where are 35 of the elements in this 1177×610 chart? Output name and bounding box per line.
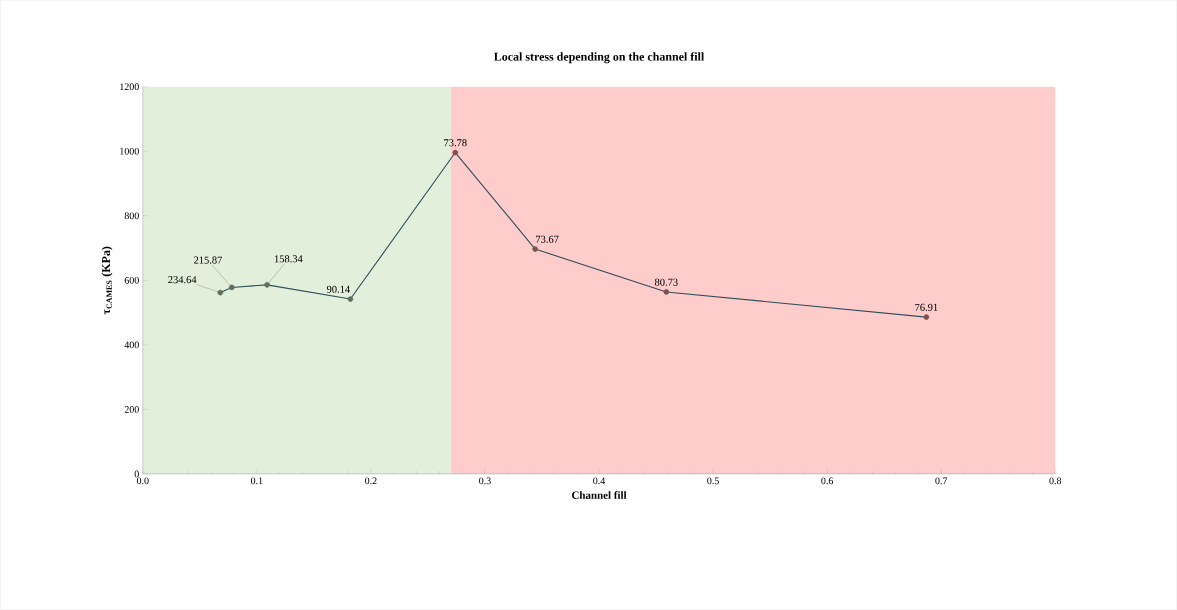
annotation: 215.87: [194, 256, 223, 264]
x-tick-label: 0.2: [365, 477, 377, 485]
x-tick-label: 0.1: [250, 477, 263, 485]
y-tick-label: 800: [124, 212, 139, 220]
y-axis-title: τ$_{CAMES}$ (KPa): [101, 246, 113, 315]
chart-title: Local stress depending on the channel fill: [493, 52, 705, 64]
point: [347, 296, 354, 302]
x-tick-label: 0.5: [707, 477, 719, 485]
x-axis-title: Channel fill: [571, 491, 627, 500]
point: [264, 282, 270, 288]
point: [663, 289, 670, 295]
y-tick-label: 0: [134, 470, 139, 478]
annotation: 234.64: [168, 276, 197, 284]
y-tick-label: 1200: [120, 83, 139, 91]
y-tick-label: 1000: [120, 148, 139, 155]
point: [452, 149, 459, 156]
point: [217, 289, 224, 296]
point: [228, 284, 235, 291]
x-tick-label: 0.8: [1049, 477, 1062, 485]
point: [532, 246, 538, 252]
annotation: 158.34: [274, 255, 303, 263]
x-tick-label: 0.6: [821, 477, 834, 485]
annotation: 73.78: [444, 139, 467, 147]
y-tick-label: 600: [124, 277, 139, 284]
annotation: 90.14: [326, 285, 350, 293]
point: [923, 314, 930, 321]
x-tick-label: 0.7: [935, 477, 948, 485]
annotation: 73.67: [536, 235, 559, 243]
y-tick-label: 200: [124, 406, 139, 413]
y-tick-label: 400: [124, 341, 139, 349]
x-tick-label: 0.0: [136, 477, 149, 485]
annotation: 80.73: [654, 278, 678, 286]
x-tick-label: 0.4: [593, 477, 606, 485]
annotation: 76.91: [915, 303, 938, 312]
x-tick-label: 0.3: [479, 477, 491, 485]
